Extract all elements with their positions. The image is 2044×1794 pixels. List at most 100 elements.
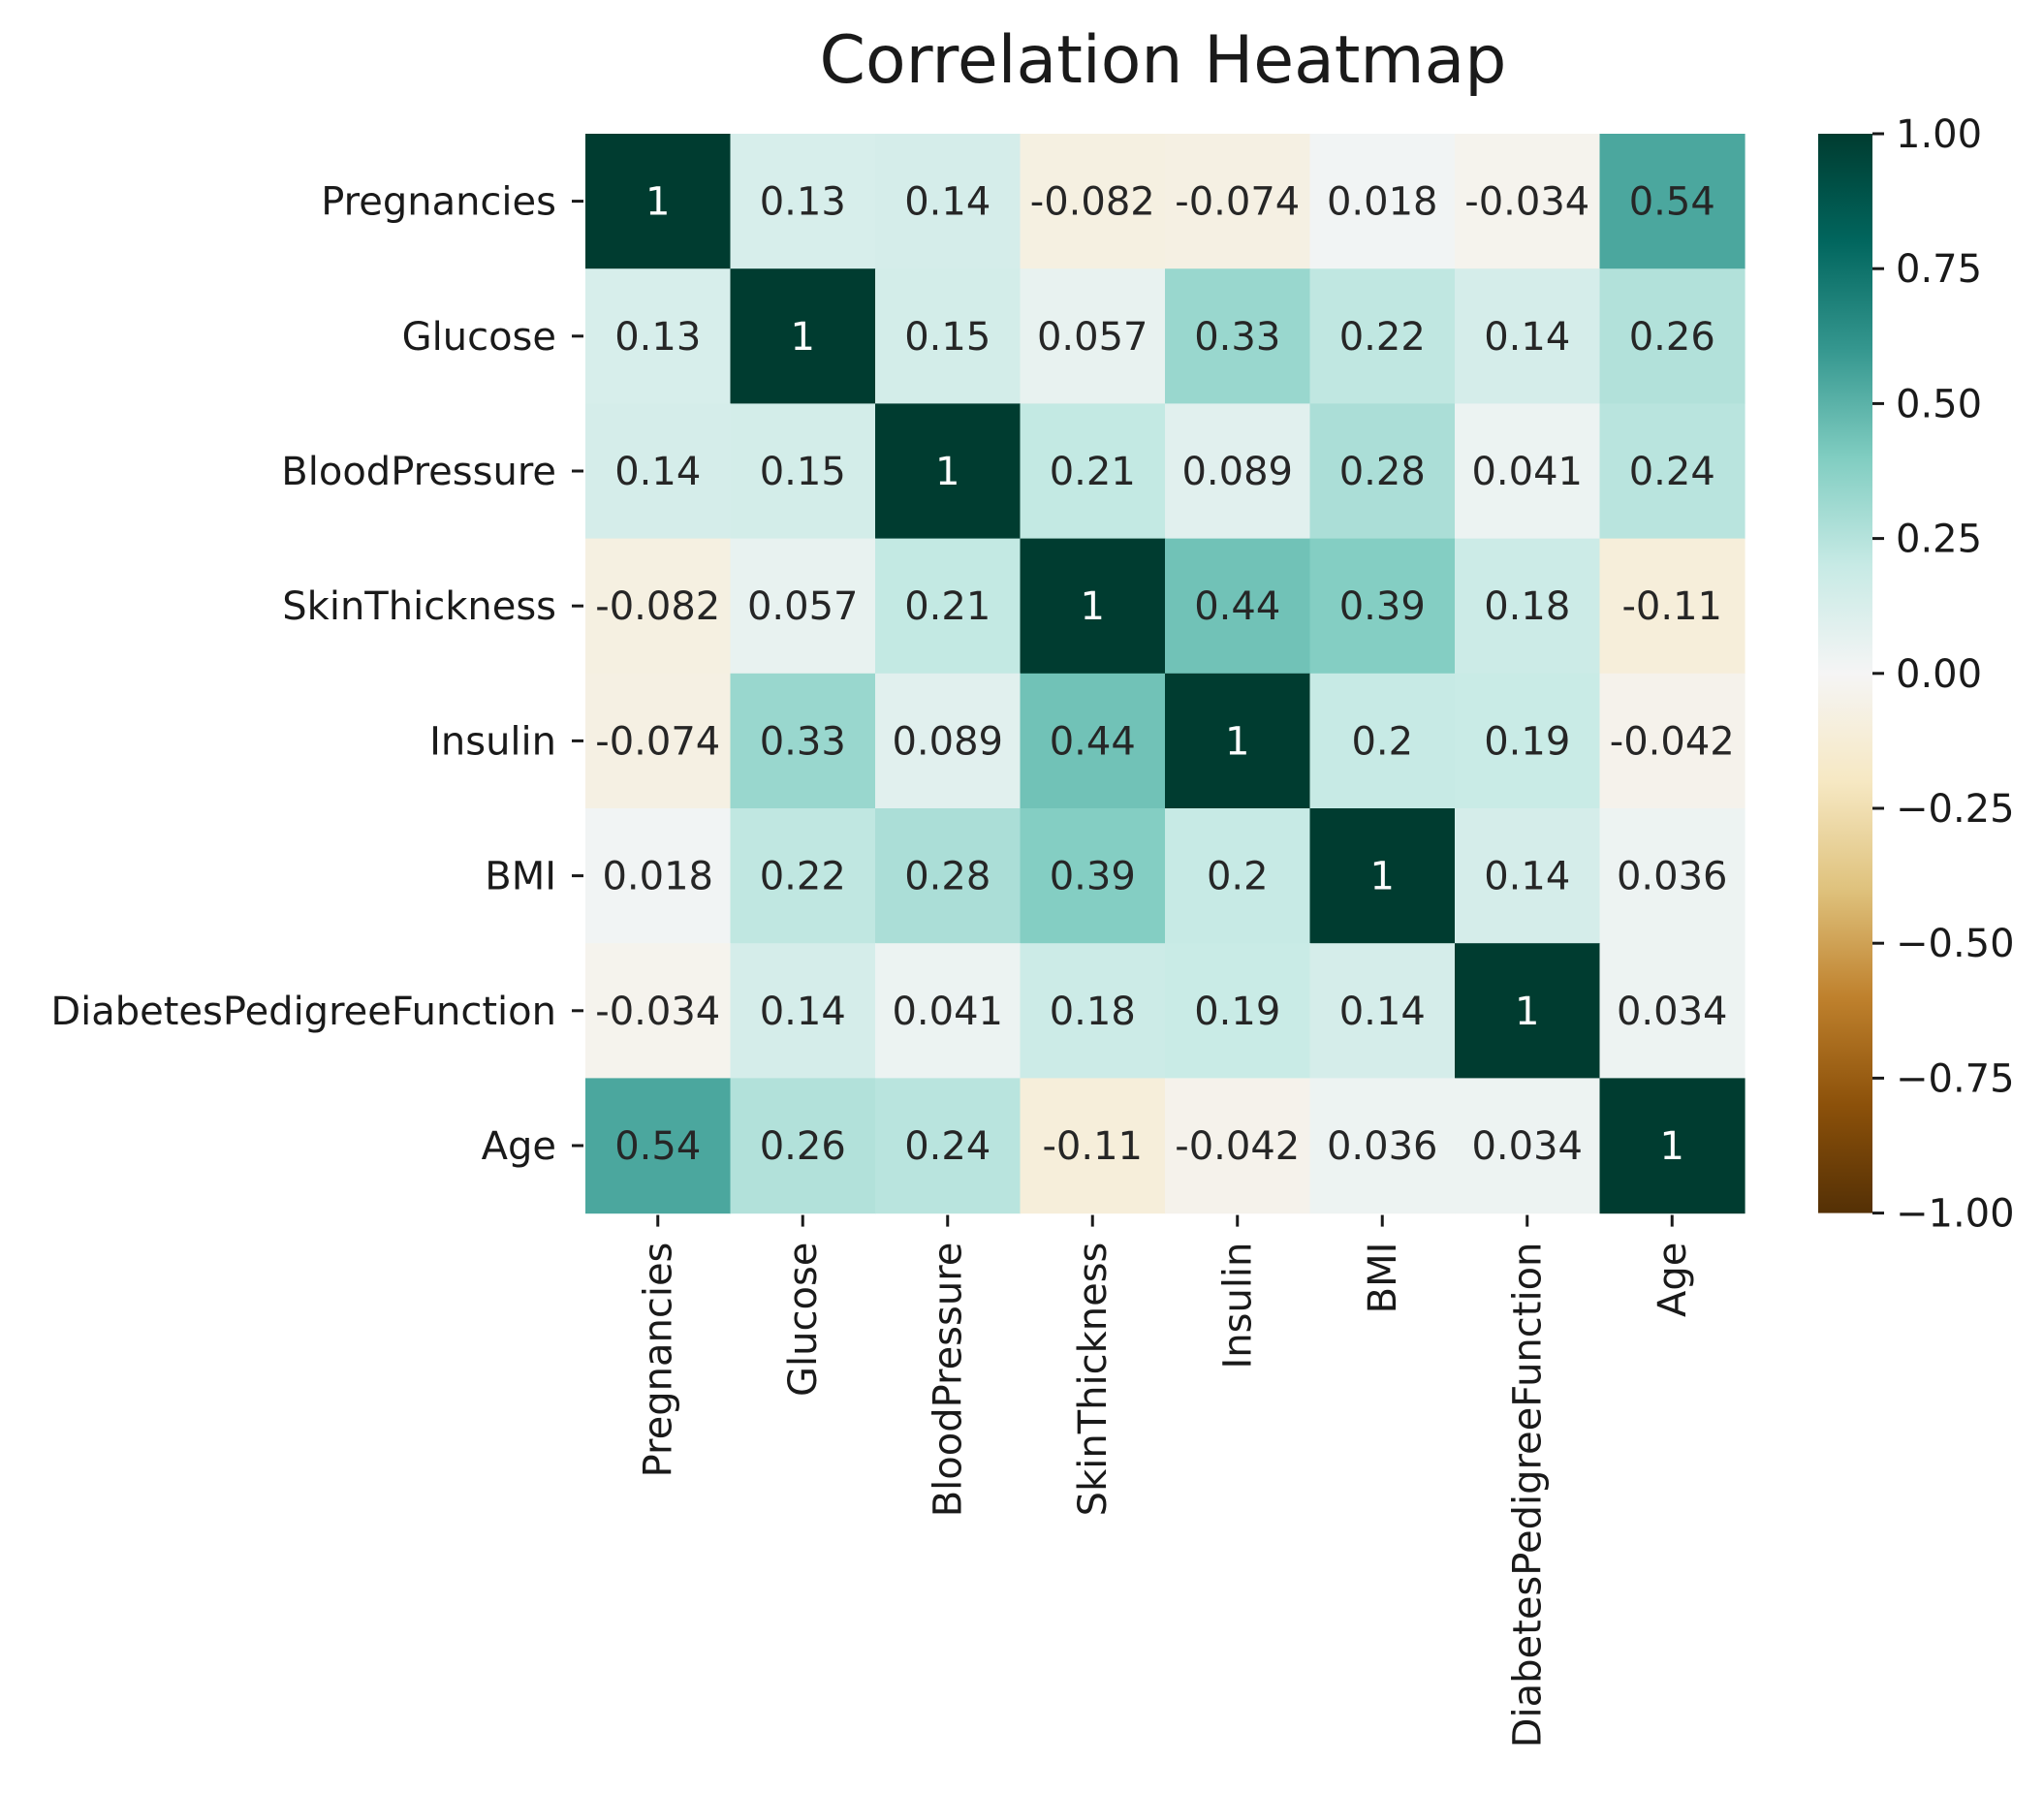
cell-value-label: 1	[1225, 719, 1249, 764]
heatmap-cell-r1-c1	[730, 268, 876, 404]
heatmap-cell-r0-c5	[1309, 134, 1456, 269]
cell-value-label: 0.14	[1484, 855, 1570, 899]
cell-value-label: 0.54	[614, 1124, 701, 1169]
cell-value-label: -0.034	[595, 990, 720, 1034]
heatmap-cell-r6-c1	[730, 943, 876, 1079]
heatmap-cell-r6-c3	[1020, 943, 1166, 1079]
cell-value-label: 0.041	[1471, 450, 1583, 494]
heatmap-cell-r4-c3	[1020, 673, 1166, 809]
colorbar-tick-label: 0.75	[1896, 247, 1982, 292]
y-axis: Pregnancies Glucose BloodPressure SkinThick…	[50, 180, 583, 1169]
cell-value-label: 1	[1515, 990, 1539, 1034]
cell-value-label: 0.26	[760, 1124, 846, 1169]
heatmap-cell-r4-c4	[1165, 673, 1311, 809]
colorbar-tick-label: −1.00	[1896, 1192, 2015, 1237]
colorbar-tick-label: 0.50	[1896, 382, 1982, 426]
heatmap-cell-r0-c7	[1599, 134, 1745, 269]
heatmap-cell-r7-c4	[1165, 1078, 1311, 1214]
cell-value-label: 0.18	[1050, 990, 1136, 1034]
heatmap-cell-r4-c0	[585, 673, 732, 809]
cell-value-label: 0.18	[1484, 584, 1570, 629]
colorbar-tick-label: −0.25	[1896, 787, 2015, 832]
heatmap-cell-r1-c6	[1455, 268, 1601, 404]
heatmap-cell-r3-c7	[1599, 538, 1745, 675]
cell-value-label: 1	[1660, 1124, 1684, 1169]
y-tick-label: SkinThickness	[282, 584, 556, 629]
heatmap-cell-r7-c6	[1455, 1078, 1601, 1214]
cell-value-label: 0.2	[1207, 855, 1269, 899]
cell-value-label: 0.28	[904, 855, 991, 899]
x-tick-label: DiabetesPedigreeFunction	[1506, 1243, 1551, 1748]
cell-value-label: -0.074	[595, 719, 720, 764]
heatmap-cell-r7-c0	[585, 1078, 732, 1214]
heatmap-cell-r6-c6	[1455, 943, 1601, 1079]
y-tick-label: BMI	[485, 855, 556, 899]
cell-value-label: 0.26	[1629, 315, 1715, 360]
cell-value-label: -0.042	[1175, 1124, 1300, 1169]
colorbar-tick-label: 1.00	[1896, 112, 1982, 157]
cell-value-label: 0.14	[1484, 315, 1570, 360]
cell-value-label: 0.28	[1339, 450, 1426, 494]
cell-value-label: 0.22	[760, 855, 846, 899]
cell-annotations: 1 0.13 0.14 -0.082 -0.074 0.018 -0.034 0.54 0.13…	[595, 180, 1734, 1169]
heatmap-cell-r0-c4	[1165, 134, 1311, 269]
cell-value-label: 0.2	[1351, 719, 1413, 764]
x-tick-label: BloodPressure	[927, 1243, 971, 1518]
cell-value-label: 1	[791, 315, 815, 360]
heatmap-cell-r4-c2	[875, 673, 1022, 809]
colorbar-tick-label: −0.50	[1896, 922, 2015, 966]
heatmap-cell-r2-c0	[585, 403, 732, 540]
colorbar: 1.00 0.75 0.50 0.25 0.00 −0.25 −0.50 −0.75 −1.00	[1818, 112, 2015, 1237]
heatmap-cell-r5-c3	[1020, 808, 1166, 944]
y-tick-label: Insulin	[429, 719, 556, 764]
cell-value-label: 0.33	[760, 719, 846, 764]
heatmap-cell-r3-c5	[1309, 538, 1456, 675]
cell-value-label: 0.44	[1194, 584, 1280, 629]
cell-value-label: 0.33	[1194, 315, 1280, 360]
y-tick-label: BloodPressure	[281, 450, 556, 494]
cell-value-label: 0.24	[904, 1124, 991, 1169]
cell-value-label: 0.54	[1629, 180, 1715, 225]
heatmap-cell-r1-c3	[1020, 268, 1166, 404]
cell-value-label: 0.057	[747, 584, 859, 629]
heatmap-cell-r5-c6	[1455, 808, 1601, 944]
cell-value-label: 0.21	[1050, 450, 1136, 494]
heatmap-cell-r3-c2	[875, 538, 1022, 675]
colorbar-tick-label: 0.25	[1896, 518, 1982, 562]
y-tick-label: DiabetesPedigreeFunction	[50, 990, 556, 1034]
cell-value-label: 1	[1370, 855, 1395, 899]
heatmap-cell-r0-c0	[585, 134, 732, 269]
heatmap-cell-r4-c1	[730, 673, 876, 809]
cell-value-label: 0.034	[1617, 990, 1728, 1034]
cell-value-label: 0.041	[892, 990, 1003, 1034]
heatmap-cell-r2-c2	[875, 403, 1022, 540]
cell-value-label: -0.11	[1622, 584, 1723, 629]
cell-value-label: 0.057	[1037, 315, 1148, 360]
heatmap-cell-r1-c5	[1309, 268, 1456, 404]
heatmap-cell-r2-c6	[1455, 403, 1601, 540]
heatmap-cell-r0-c3	[1020, 134, 1166, 269]
heatmap-cell-r1-c2	[875, 268, 1022, 404]
heatmap-cell-r1-c0	[585, 268, 732, 404]
cell-value-label: -0.074	[1175, 180, 1300, 225]
heatmap-cell-r7-c3	[1020, 1078, 1166, 1214]
heatmap-cell-r0-c6	[1455, 134, 1601, 269]
cell-value-label: 0.21	[904, 584, 991, 629]
heatmap-cell-r5-c2	[875, 808, 1022, 944]
heatmap-cell-r1-c4	[1165, 268, 1311, 404]
cell-value-label: 0.14	[614, 450, 701, 494]
cell-value-label: 0.15	[904, 315, 991, 360]
heatmap-cell-r5-c1	[730, 808, 876, 944]
heatmap-cell-r6-c7	[1599, 943, 1745, 1079]
cell-value-label: 1	[935, 450, 959, 494]
chart-title: Correlation Heatmap	[820, 22, 1507, 99]
heatmap-cell-r0-c2	[875, 134, 1022, 269]
heatmap-cell-r4-c5	[1309, 673, 1456, 809]
y-tick-label: Pregnancies	[321, 180, 556, 225]
cell-value-label: 0.13	[614, 315, 701, 360]
colorbar-tick-label: 0.00	[1896, 652, 1982, 697]
heatmap-cell-r0-c1	[730, 134, 876, 269]
heatmap-cell-r3-c3	[1020, 538, 1166, 675]
y-tick-label: Glucose	[402, 315, 556, 360]
